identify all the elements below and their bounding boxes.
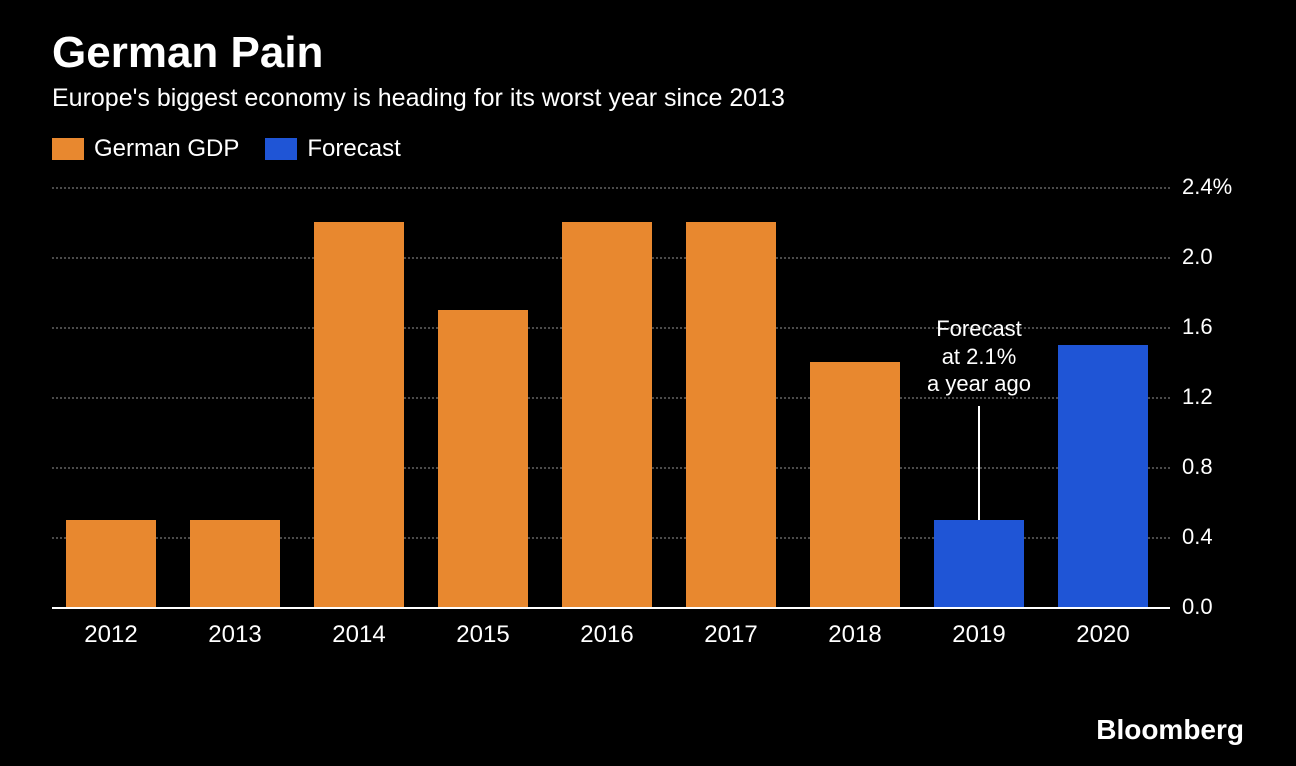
y-tick-label: 0.4 (1182, 524, 1213, 550)
x-tick-label: 2020 (1076, 621, 1129, 649)
chart-plot-region: 201220132014201520162017201820192020 0.0… (52, 187, 1244, 637)
chart-subtitle: Europe's biggest economy is heading for … (52, 84, 1244, 113)
chart-container: German Pain Europe's biggest economy is … (0, 0, 1296, 766)
x-tick-label: 2013 (208, 621, 261, 649)
annotation-leader-line (978, 406, 980, 520)
legend-item-gdp: German GDP (52, 135, 239, 163)
legend-item-forecast: Forecast (265, 135, 400, 163)
x-tick-label: 2019 (952, 621, 1005, 649)
y-tick-label: 1.6 (1182, 314, 1213, 340)
x-axis-baseline (52, 607, 1170, 609)
bar (438, 310, 528, 608)
source-attribution: Bloomberg (1096, 714, 1244, 746)
x-tick-label: 2014 (332, 621, 385, 649)
bar (66, 520, 156, 608)
legend-label-gdp: German GDP (94, 135, 239, 163)
x-tick-label: 2016 (580, 621, 633, 649)
x-tick-label: 2017 (704, 621, 757, 649)
bar (686, 222, 776, 607)
bar (934, 520, 1024, 608)
y-tick-label: 2.0 (1182, 244, 1213, 270)
legend-swatch-gdp (52, 138, 84, 160)
x-axis-labels: 2012 2013 2014 2015 2016 2017 2018 2019 2020 (52, 621, 1170, 651)
legend-label-forecast: Forecast (307, 135, 400, 163)
y-tick-label: 1.2 (1182, 384, 1213, 410)
bar (1058, 345, 1148, 608)
x-tick-label: 2018 (828, 621, 881, 649)
x-tick-label: 2015 (456, 621, 509, 649)
chart-legend: German GDP Forecast (52, 135, 1244, 163)
bar (314, 222, 404, 607)
bar (190, 520, 280, 608)
y-tick-label: 0.0 (1182, 594, 1213, 620)
x-tick-label: 2012 (84, 621, 137, 649)
bar (562, 222, 652, 607)
legend-swatch-forecast (265, 138, 297, 160)
bar (810, 362, 900, 607)
annotation-text: Forecastat 2.1%a year ago (919, 315, 1039, 398)
chart-title: German Pain (52, 28, 1244, 78)
y-tick-label: 0.8 (1182, 454, 1213, 480)
y-tick-label: 2.4% (1182, 174, 1232, 200)
